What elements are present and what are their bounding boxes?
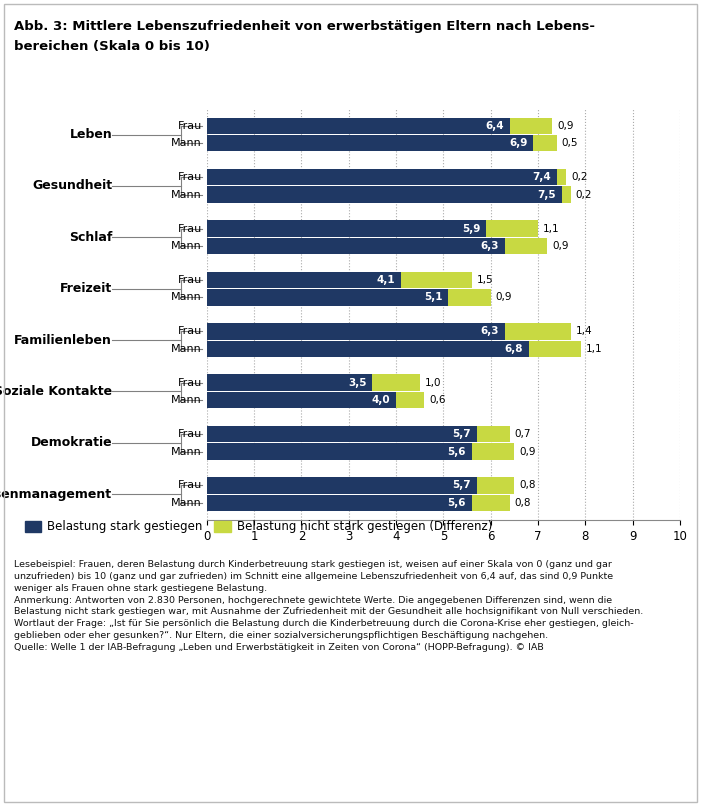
Bar — [533, 135, 557, 152]
Bar — [207, 323, 505, 339]
Bar — [486, 220, 538, 237]
Bar — [207, 118, 510, 134]
Bar — [529, 341, 580, 357]
Text: Familienleben: Familienleben — [14, 334, 112, 347]
Bar — [372, 375, 420, 391]
Bar — [505, 238, 547, 254]
Bar — [207, 220, 486, 237]
Text: Mann: Mann — [171, 241, 202, 251]
Text: Freizeit: Freizeit — [60, 282, 112, 295]
Text: Schlaf: Schlaf — [69, 231, 112, 243]
Text: 0,9: 0,9 — [557, 121, 573, 131]
Legend: Belastung stark gestiegen, Belastung nicht stark gestiegen (Differenz): Belastung stark gestiegen, Belastung nic… — [20, 516, 497, 538]
Text: 1,1: 1,1 — [585, 344, 602, 354]
Text: Mann: Mann — [171, 395, 202, 405]
Text: 5,7: 5,7 — [452, 429, 471, 439]
Text: Mann: Mann — [171, 447, 202, 456]
Text: 6,3: 6,3 — [481, 326, 499, 336]
Text: 0,2: 0,2 — [576, 189, 592, 200]
Text: 5,6: 5,6 — [448, 447, 466, 456]
Text: 0,9: 0,9 — [496, 293, 512, 302]
Text: 5,1: 5,1 — [424, 293, 442, 302]
Bar — [505, 323, 571, 339]
Text: Lesebeispiel: Frauen, deren Belastung durch Kinderbetreuung stark gestiegen ist,: Lesebeispiel: Frauen, deren Belastung du… — [14, 560, 644, 652]
Text: 1,1: 1,1 — [543, 223, 559, 234]
Text: 7,5: 7,5 — [538, 189, 556, 200]
Bar — [207, 495, 472, 511]
Text: Frau: Frau — [178, 480, 202, 490]
Text: 5,9: 5,9 — [462, 223, 480, 234]
Text: 0,2: 0,2 — [571, 172, 587, 182]
Bar — [207, 443, 472, 459]
Text: 5,7: 5,7 — [452, 480, 471, 490]
Text: Mann: Mann — [171, 344, 202, 354]
Text: Frau: Frau — [178, 172, 202, 182]
Bar — [448, 289, 491, 305]
Bar — [472, 495, 510, 511]
Bar — [472, 443, 515, 459]
Text: 0,6: 0,6 — [429, 395, 446, 405]
Text: Abb. 3: Mittlere Lebenszufriedenheit von erwerbstätigen Eltern nach Lebens-: Abb. 3: Mittlere Lebenszufriedenheit von… — [14, 20, 595, 33]
Text: Krisenmanagement: Krisenmanagement — [0, 488, 112, 501]
Bar — [207, 477, 477, 493]
Text: Frau: Frau — [178, 223, 202, 234]
Text: Demokratie: Demokratie — [31, 436, 112, 449]
Text: 0,8: 0,8 — [519, 480, 536, 490]
Text: 6,3: 6,3 — [481, 241, 499, 251]
Text: Gesundheit: Gesundheit — [32, 180, 112, 193]
Text: 7,4: 7,4 — [533, 172, 551, 182]
Bar — [207, 272, 401, 288]
Text: bereichen (Skala 0 bis 10): bereichen (Skala 0 bis 10) — [14, 40, 210, 53]
Text: 1,5: 1,5 — [477, 275, 493, 285]
Text: 0,9: 0,9 — [519, 447, 536, 456]
Text: 0,5: 0,5 — [562, 139, 578, 148]
Text: 0,7: 0,7 — [515, 429, 531, 439]
Bar — [207, 392, 396, 409]
Bar — [207, 186, 562, 203]
Text: 0,9: 0,9 — [552, 241, 569, 251]
Bar — [562, 186, 571, 203]
Text: Leben: Leben — [69, 128, 112, 141]
Text: 6,8: 6,8 — [505, 344, 523, 354]
Text: 4,1: 4,1 — [376, 275, 395, 285]
Text: Frau: Frau — [178, 378, 202, 388]
Text: 1,0: 1,0 — [425, 378, 441, 388]
Bar — [396, 392, 425, 409]
Bar — [207, 289, 448, 305]
Bar — [207, 341, 529, 357]
Text: 0,8: 0,8 — [515, 498, 531, 508]
Bar — [207, 135, 533, 152]
Text: 6,4: 6,4 — [485, 121, 504, 131]
Text: Frau: Frau — [178, 326, 202, 336]
Bar — [207, 426, 477, 442]
Text: 4,0: 4,0 — [372, 395, 390, 405]
Text: 6,9: 6,9 — [509, 139, 528, 148]
Text: 1,4: 1,4 — [576, 326, 592, 336]
Bar — [207, 375, 372, 391]
Text: Mann: Mann — [171, 139, 202, 148]
Bar — [401, 272, 472, 288]
Bar — [477, 426, 510, 442]
Text: Frau: Frau — [178, 121, 202, 131]
Text: 3,5: 3,5 — [348, 378, 367, 388]
Text: 5,6: 5,6 — [448, 498, 466, 508]
Bar — [207, 169, 557, 185]
Text: Mann: Mann — [171, 293, 202, 302]
Bar — [510, 118, 552, 134]
Text: Mann: Mann — [171, 498, 202, 508]
Text: Frau: Frau — [178, 429, 202, 439]
Text: Soziale Kontakte: Soziale Kontakte — [0, 385, 112, 398]
Text: Frau: Frau — [178, 275, 202, 285]
Text: Mann: Mann — [171, 189, 202, 200]
Bar — [557, 169, 566, 185]
Bar — [477, 477, 515, 493]
Bar — [207, 238, 505, 254]
